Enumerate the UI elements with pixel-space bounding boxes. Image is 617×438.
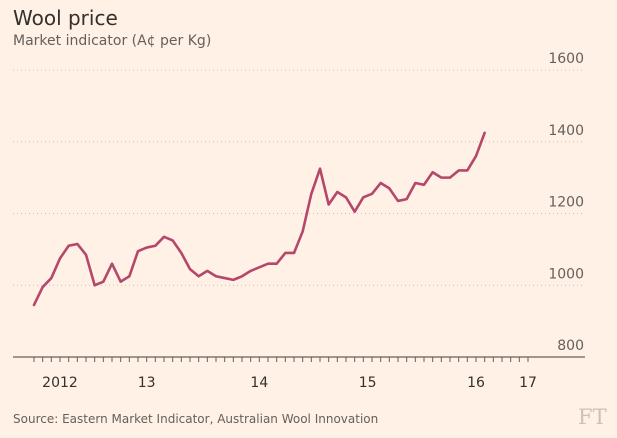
x-tick-label: 16 xyxy=(467,375,485,391)
chart-title: Wool price xyxy=(13,6,118,30)
x-tick-label: 14 xyxy=(250,375,268,391)
gridlines xyxy=(13,69,585,286)
y-tick-label: 800 xyxy=(557,338,584,354)
x-tick-label: 13 xyxy=(138,375,156,391)
ft-logo: FT xyxy=(578,405,607,429)
chart-subtitle: Market indicator (A¢ per Kg) xyxy=(13,33,211,49)
x-tick-label: 17 xyxy=(519,375,537,391)
x-axis: 2012 13 14 15 16 17 xyxy=(13,356,585,391)
source-note: Source: Eastern Market Indicator, Austra… xyxy=(13,412,378,426)
y-tick-label: 1400 xyxy=(548,123,584,139)
x-tick-label: 2012 xyxy=(42,375,78,391)
series-line xyxy=(32,131,486,307)
series-layer xyxy=(32,131,486,307)
y-tick-label: 1600 xyxy=(548,51,584,67)
y-tick-label: 1000 xyxy=(548,266,584,282)
y-tick-label: 1200 xyxy=(548,195,584,211)
y-axis-labels: 800 1000 1200 1400 1600 xyxy=(548,51,584,354)
x-tick-label: 15 xyxy=(359,375,377,391)
